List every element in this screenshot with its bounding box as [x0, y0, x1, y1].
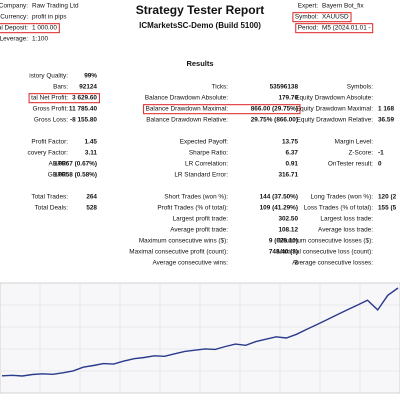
result-value: 99% — [84, 73, 97, 80]
result-value: -1 — [378, 150, 384, 157]
result-value: 36.59 — [378, 117, 394, 124]
result-label: Average profit trade: — [170, 227, 228, 234]
result-label: Largest profit trade: — [173, 216, 229, 223]
header-value: Bayern Bot_fix — [322, 3, 364, 10]
result-value: 92124 — [79, 84, 97, 91]
highlight-box — [292, 12, 352, 23]
result-value: 6.37 — [286, 150, 299, 157]
highlight-box — [295, 23, 374, 34]
result-value: 53596138 — [270, 84, 299, 91]
equity-line — [1, 287, 399, 377]
header-value: 1:100 — [32, 36, 48, 43]
result-value: 108.12 — [278, 227, 298, 234]
header-label: Leverage: — [0, 36, 28, 43]
result-value: 264 — [86, 194, 97, 201]
result-value: 1 168 — [378, 106, 394, 113]
result-label: Total Trades: — [31, 194, 68, 201]
result-label: OnTester result: — [328, 161, 373, 168]
result-value: 1.45 — [85, 139, 98, 146]
result-label: LR Standard Error: — [174, 172, 228, 179]
result-label: Maximum consecutive losses ($): — [279, 238, 374, 245]
result-label: Average consecutive losses: — [292, 260, 373, 267]
result-value: 2 — [294, 260, 298, 267]
result-value: 316.71 — [278, 172, 298, 179]
result-value: 302.50 — [278, 216, 298, 223]
result-label: Balance Drawdown Relative: — [146, 117, 228, 124]
header-label: Symbol: — [295, 14, 318, 21]
result-value: 0 — [378, 161, 382, 168]
result-value: 1.0058 (0.58%) — [53, 172, 97, 179]
header-value: Raw Trading Ltd — [32, 3, 79, 10]
header-value: XAUUSD — [322, 14, 349, 21]
result-value: 3.11 — [85, 150, 98, 157]
result-label: Average consecutive wins: — [152, 260, 228, 267]
result-label: Profit Trades (% of total): — [157, 205, 228, 212]
result-label: GHPR: — [48, 172, 68, 179]
result-label: Equity Drawdown Relative: — [297, 117, 374, 124]
header-value: 1 000.00 — [32, 25, 57, 32]
header-value: M5 (2024.01.01 - — [322, 25, 371, 32]
result-label: Maximum consecutive wins ($): — [139, 238, 228, 245]
result-label: Expected Payoff: — [180, 139, 228, 146]
result-value: 3 629.60 — [72, 95, 97, 102]
result-label: Average loss trade: — [318, 227, 373, 234]
result-value: 29.75% (866.00) — [251, 117, 298, 124]
result-label: Total Deals: — [35, 205, 69, 212]
result-label: istory Quality: — [29, 73, 68, 80]
result-label: Short Trades (won %): — [164, 194, 228, 201]
result-value: 748.40 (3) — [269, 249, 298, 256]
results-heading: Results — [186, 59, 213, 68]
header-label: itial Deposit: — [0, 25, 28, 32]
server: ICMarketsSC-Demo (Build 5100) — [139, 21, 261, 30]
result-value: 144 (37.50%) — [260, 194, 298, 201]
result-label: Largest loss trade: — [320, 216, 373, 223]
result-value: -8 155.80 — [70, 117, 97, 124]
result-label: Margin Level: — [335, 139, 374, 146]
result-label: Maximal consecutive loss (count): — [277, 249, 373, 256]
result-label: Maximal consecutive profit (count): — [129, 249, 228, 256]
result-value: 155 (5 — [378, 205, 397, 212]
result-label: Long Trades (won %): — [310, 194, 373, 201]
result-value: 120 (2 — [378, 194, 397, 201]
result-label: Gross Loss: — [34, 117, 68, 124]
result-label: Equity Drawdown Absolute: — [295, 95, 373, 102]
result-label: Sharpe Ratio: — [189, 150, 228, 157]
result-label: Bars: — [53, 84, 68, 91]
result-value: 11 785.40 — [69, 106, 98, 113]
result-value: 1.0067 (0.67%) — [53, 161, 97, 168]
result-label: Loss Trades (% of total): — [304, 205, 373, 212]
highlight-box — [143, 104, 301, 115]
result-value: 0.91 — [286, 161, 299, 168]
result-label: Ticks: — [212, 84, 229, 91]
result-label: Balance Drawdown Maximal: — [146, 106, 229, 113]
header-label: Currency: — [0, 14, 28, 21]
header-label: Expert: — [298, 3, 318, 10]
result-label: tal Net Profit: — [31, 95, 68, 102]
result-value: 179.70 — [278, 95, 298, 102]
result-value: 109 (41.29%) — [260, 205, 298, 212]
result-value: 528 — [86, 205, 97, 212]
highlight-box — [0, 23, 60, 34]
result-label: Z-Score: — [348, 150, 373, 157]
header-value: profit in pips — [32, 14, 66, 21]
header-label: Company: — [0, 3, 28, 10]
result-label: Profit Factor: — [31, 139, 68, 146]
result-label: LR Correlation: — [185, 161, 228, 168]
result-label: Symbols: — [347, 84, 374, 91]
highlight-box — [28, 93, 100, 104]
header-label: Period: — [298, 25, 318, 32]
result-value: 866.00 (29.75%) — [251, 106, 298, 113]
report-title: Strategy Tester Report — [136, 3, 264, 17]
result-label: Equity Drawdown Maximal: — [296, 106, 373, 113]
result-label: AHPR: — [48, 161, 68, 168]
result-value: 13.75 — [282, 139, 298, 146]
result-label: Balance Drawdown Absolute: — [145, 95, 228, 102]
result-label: covery Factor: — [28, 150, 69, 157]
result-label: Gross Profit: — [32, 106, 68, 113]
result-value: 9 (629.10) — [269, 238, 298, 245]
